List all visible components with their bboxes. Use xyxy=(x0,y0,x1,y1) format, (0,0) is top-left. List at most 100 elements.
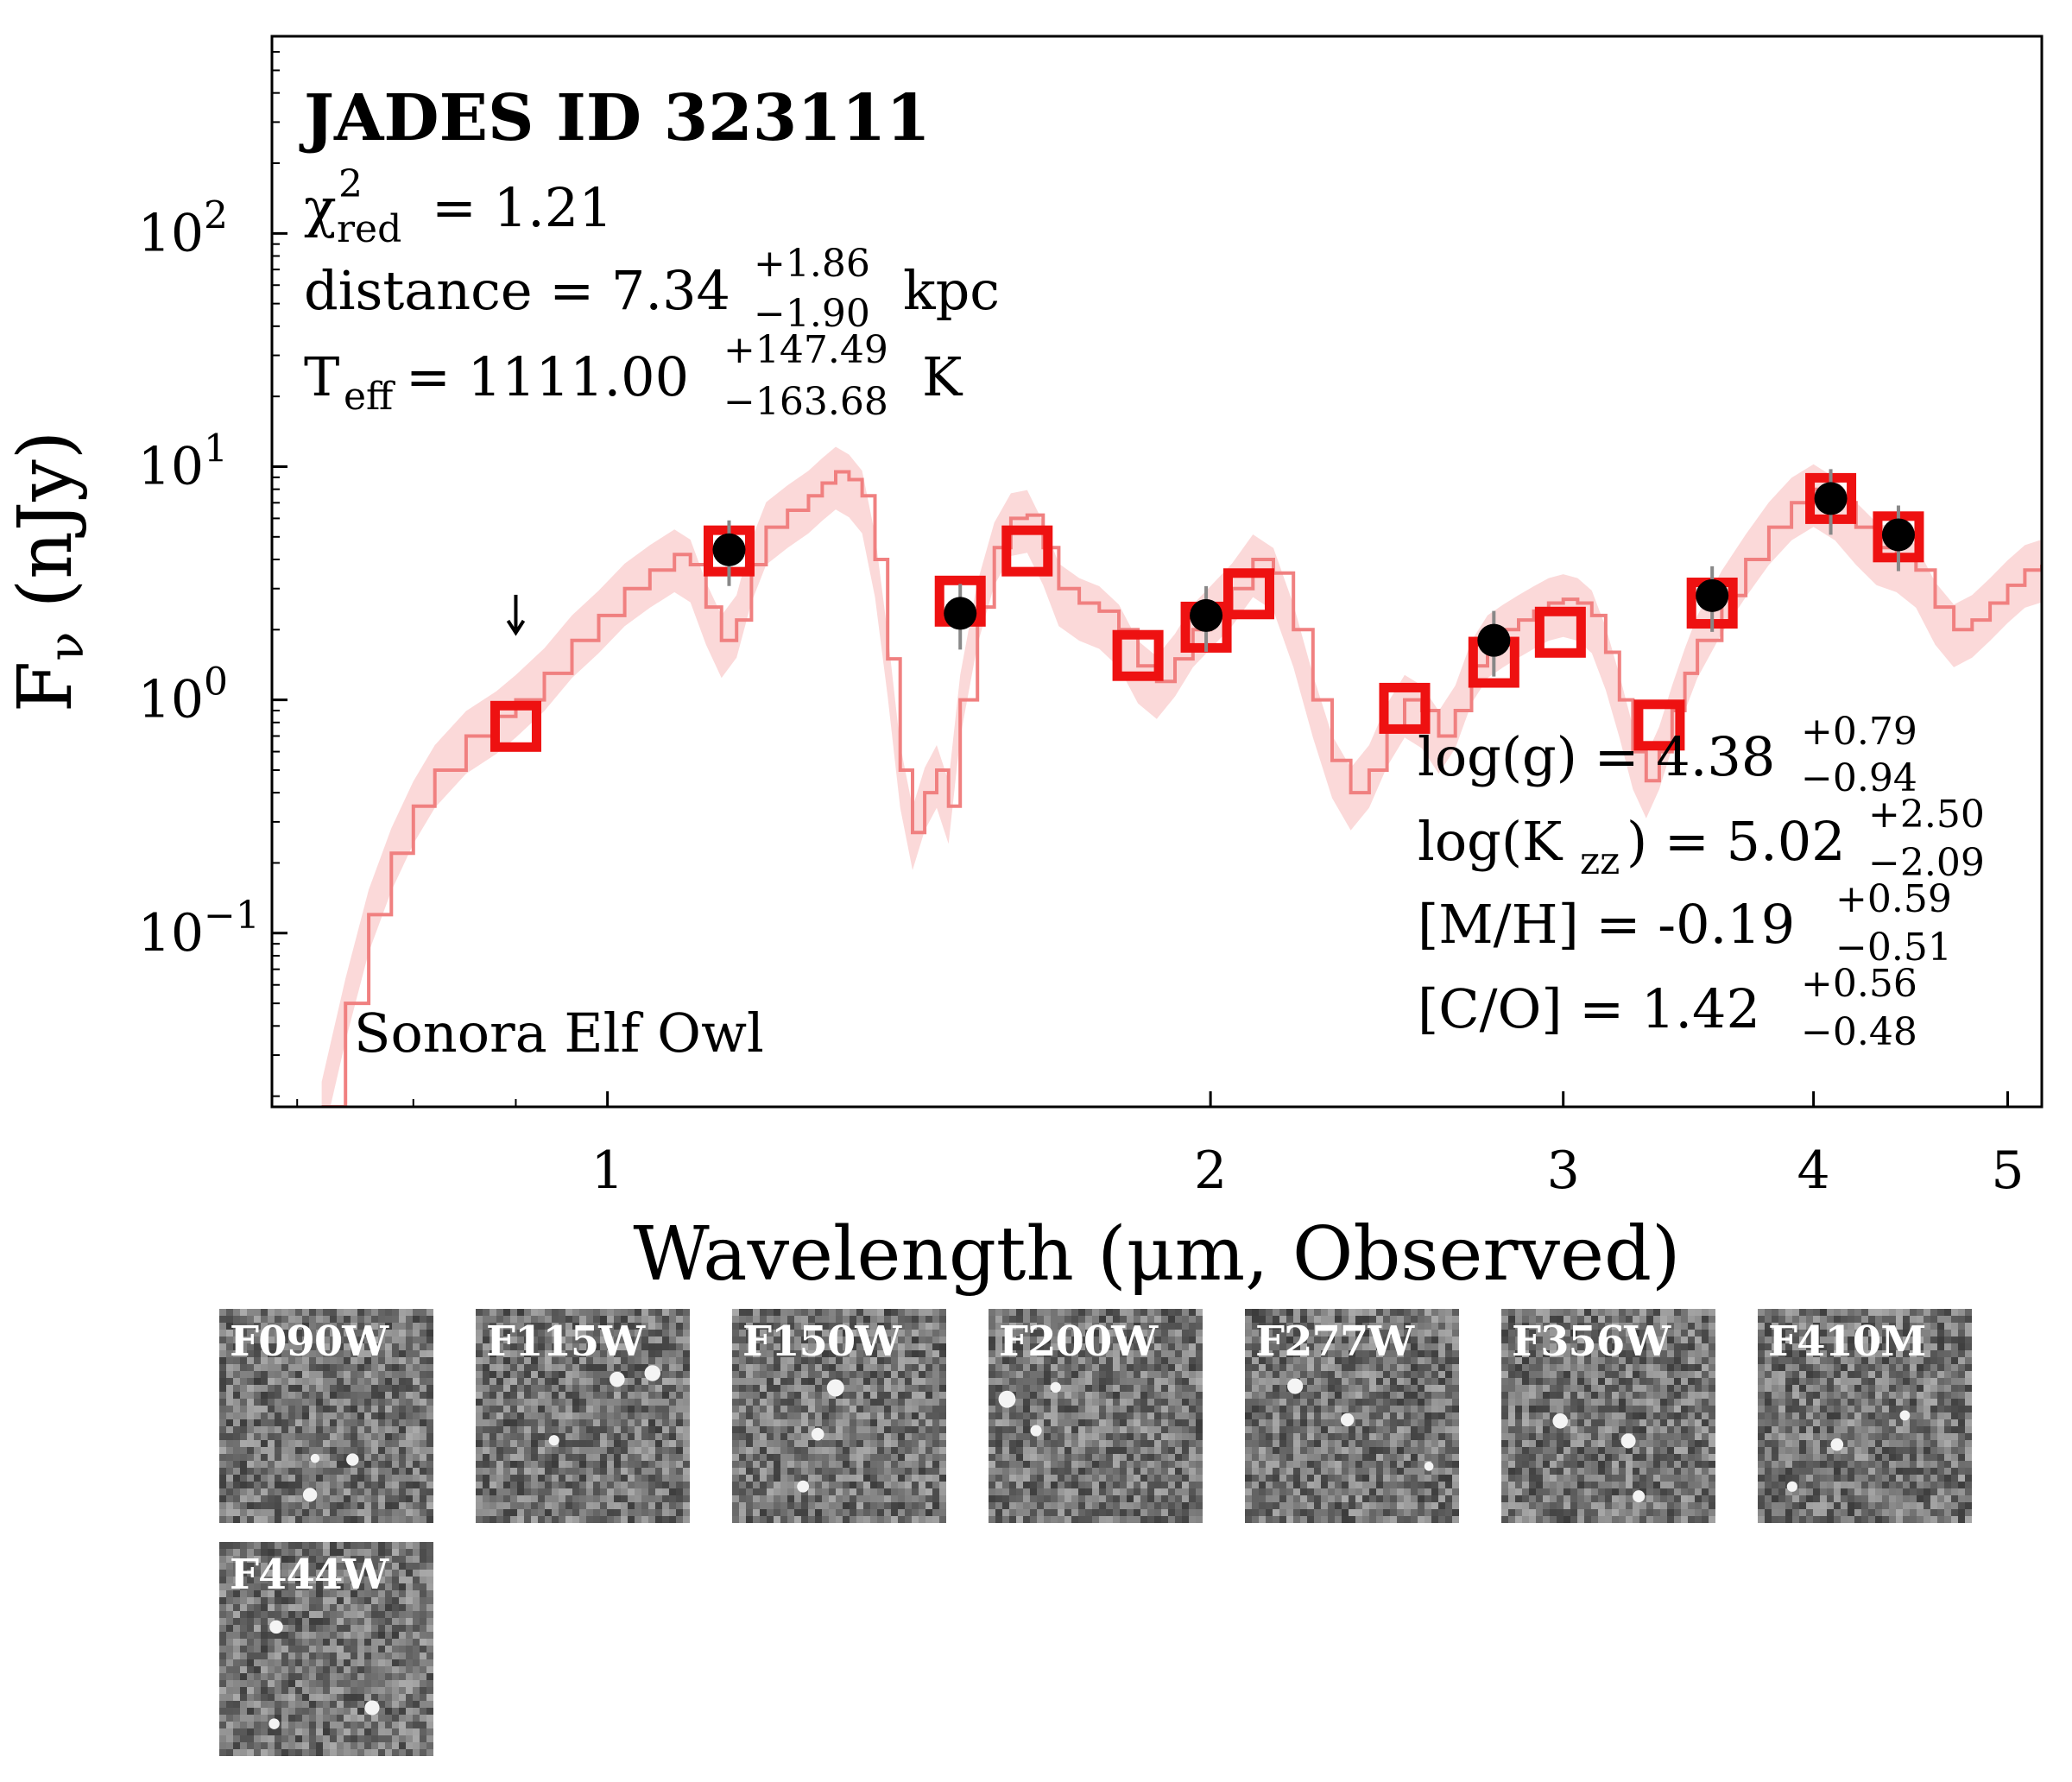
cutout-pixel xyxy=(1030,1357,1037,1364)
cutout-pixel xyxy=(1140,1357,1147,1364)
cutout-pixel xyxy=(1369,1440,1376,1447)
cutout-pixel xyxy=(531,1440,538,1447)
cutout-pixel xyxy=(822,1371,829,1378)
cutout-pixel xyxy=(1106,1516,1113,1523)
cutout-pixel xyxy=(378,1309,385,1316)
cutout-pixel xyxy=(545,1475,552,1482)
cutout-pixel xyxy=(815,1385,822,1392)
cutout-pixel xyxy=(1390,1378,1397,1385)
cutout-pixel xyxy=(843,1357,850,1364)
cutout-pixel xyxy=(268,1516,275,1523)
cutout-pixel xyxy=(1314,1419,1321,1426)
cutout-pixel xyxy=(371,1350,378,1357)
cutout-pixel xyxy=(1106,1440,1113,1447)
cutout-pixel xyxy=(344,1447,351,1454)
cutout-pixel xyxy=(683,1509,690,1516)
cutout-pixel xyxy=(829,1461,836,1468)
cutout-pixel xyxy=(1404,1495,1411,1502)
cutout-pixel xyxy=(856,1516,863,1523)
cutout-pixel xyxy=(1266,1357,1273,1364)
cutout-pixel xyxy=(829,1495,836,1502)
cutout-pixel xyxy=(406,1371,413,1378)
cutout-pixel xyxy=(503,1419,510,1426)
cutout-pixel xyxy=(413,1509,420,1516)
cutout-pixel xyxy=(1362,1488,1369,1495)
cutout-pixel xyxy=(538,1406,545,1412)
cutout-pixel xyxy=(884,1378,891,1385)
cutout-pixel xyxy=(344,1364,351,1371)
cutout-pixel xyxy=(1445,1392,1452,1399)
cutout-pixel xyxy=(1279,1495,1286,1502)
cutout-pixel xyxy=(371,1509,378,1516)
cutout-pixel xyxy=(1404,1468,1411,1475)
cutout-pixel xyxy=(426,1461,433,1468)
cutout-pixel xyxy=(669,1488,676,1495)
cutout-pixel xyxy=(739,1323,746,1330)
cutout-pixel xyxy=(753,1488,760,1495)
cutout-pixel xyxy=(1424,1350,1431,1357)
cutout-pixel xyxy=(856,1399,863,1406)
cutout-pixel xyxy=(1279,1516,1286,1523)
cutout-pixel xyxy=(912,1323,919,1330)
cutout-pixel xyxy=(565,1371,572,1378)
cutout-pixel xyxy=(774,1461,780,1468)
cutout-pixel xyxy=(545,1406,552,1412)
cutout-pixel xyxy=(655,1357,662,1364)
cutout-pixel xyxy=(351,1316,357,1323)
cutout-pixel xyxy=(565,1378,572,1385)
cutout-pixel xyxy=(787,1419,794,1426)
cutout-pixel xyxy=(1147,1309,1154,1316)
cutout-pixel xyxy=(1044,1406,1051,1412)
cutout-pixel xyxy=(510,1509,517,1516)
cutout-source xyxy=(310,1453,320,1463)
cutout-pixel xyxy=(1369,1364,1376,1371)
cutout-pixel xyxy=(1321,1426,1328,1433)
cutout-pixel xyxy=(1328,1461,1335,1468)
cutout-pixel xyxy=(413,1495,420,1502)
cutout-pixel xyxy=(891,1447,898,1454)
cutout-pixel xyxy=(1099,1495,1106,1502)
cutout-pixel xyxy=(1120,1516,1127,1523)
cutout-pixel xyxy=(503,1447,510,1454)
cutout-pixel xyxy=(1404,1433,1411,1440)
cutout-pixel xyxy=(780,1468,787,1475)
cutout-pixel xyxy=(559,1502,565,1509)
cutout-pixel xyxy=(1030,1323,1037,1330)
cutout-pixel xyxy=(413,1350,420,1357)
cutout-pixel xyxy=(357,1502,364,1509)
cutout-pixel xyxy=(524,1378,531,1385)
cutout-pixel xyxy=(1252,1323,1259,1330)
cutout-pixel xyxy=(635,1378,641,1385)
cutout-pixel xyxy=(1140,1309,1147,1316)
cutout-pixel xyxy=(1099,1516,1106,1523)
cutout-pixel xyxy=(746,1309,753,1316)
cutout-pixel xyxy=(1064,1392,1071,1399)
cutout-pixel xyxy=(912,1350,919,1357)
cutout-pixel xyxy=(323,1330,330,1336)
cutout-pixel xyxy=(268,1426,275,1433)
cutout-pixel xyxy=(891,1412,898,1419)
cutout-pixel xyxy=(1009,1475,1016,1482)
cutout-pixel xyxy=(545,1378,552,1385)
cutout-pixel xyxy=(226,1336,233,1343)
cutout-pixel xyxy=(1071,1399,1078,1406)
cutout-pixel xyxy=(600,1461,607,1468)
cutout-pixel xyxy=(939,1440,946,1447)
cutout-pixel xyxy=(1424,1399,1431,1406)
cutout-pixel xyxy=(1016,1385,1023,1392)
cutout-pixel xyxy=(295,1447,302,1454)
cutout-pixel xyxy=(856,1447,863,1454)
cutout-pixel xyxy=(1058,1516,1064,1523)
cutout-pixel xyxy=(426,1495,433,1502)
cutout-pixel xyxy=(413,1371,420,1378)
cutout-pixel xyxy=(1175,1475,1182,1482)
cutout-pixel xyxy=(850,1309,856,1316)
cutout-pixel xyxy=(787,1357,794,1364)
cutout-pixel xyxy=(815,1350,822,1357)
cutout-pixel xyxy=(288,1323,295,1330)
cutout-pixel xyxy=(1349,1454,1355,1461)
cutout-pixel xyxy=(1445,1426,1452,1433)
cutout-pixel xyxy=(559,1357,565,1364)
cutout-pixel xyxy=(323,1316,330,1323)
cutout-pixel xyxy=(337,1385,344,1392)
